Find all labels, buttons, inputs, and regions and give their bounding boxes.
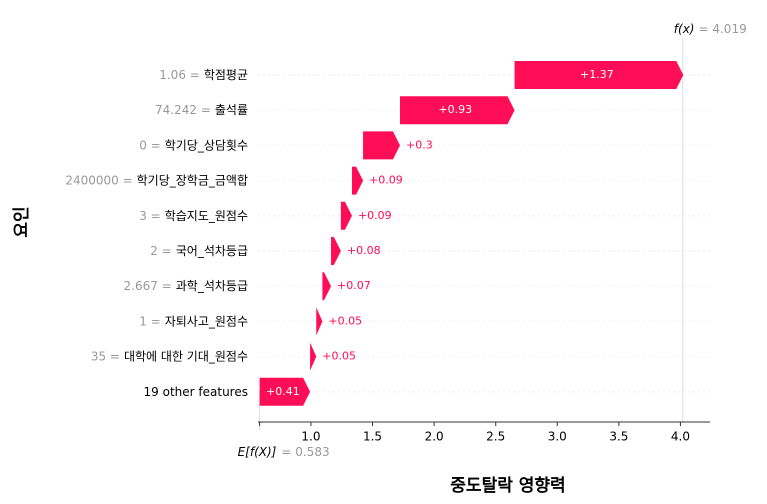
value-label: +1.37 [580, 68, 614, 81]
bar [310, 342, 317, 371]
y-tick-label: 3 = 학습지도_원점수 [139, 208, 248, 222]
bar [340, 201, 352, 230]
feature-name: 국어_석차등급 [176, 244, 248, 258]
feature-value: 2.667 = [124, 279, 172, 293]
value-label: +0.09 [358, 209, 392, 222]
x-tick-label: 2.5 [486, 430, 505, 444]
value-label: +0.41 [266, 385, 300, 398]
bar [351, 166, 364, 195]
value-label: +0.08 [347, 244, 381, 257]
feature-name: 대학에 대한 기대_원점수 [124, 349, 248, 363]
feature-value: 2 = [150, 244, 172, 258]
feature-name: 출석률 [215, 103, 248, 117]
bar [514, 61, 684, 89]
y-tick-label: 2 = 국어_석차등급 [150, 244, 248, 258]
feature-name: 학기당_상담횟수 [165, 138, 248, 152]
value-label: +0.05 [328, 314, 362, 327]
x-tick-label: 4.0 [671, 430, 690, 444]
x-tick-label: 1.5 [363, 430, 382, 444]
output-name: f(x) [674, 22, 695, 36]
x-tick-label: 2.0 [425, 430, 444, 444]
feature-value: 2400000 = [65, 173, 132, 187]
y-tick-label: 19 other features [144, 384, 248, 398]
x-tick-label: 1.0 [301, 430, 320, 444]
value-label: +0.09 [369, 174, 403, 187]
feature-name: 학습지도_원점수 [165, 208, 248, 222]
bar [322, 272, 332, 301]
y-tick-label: 2.667 = 과학_석차등급 [124, 279, 248, 293]
feature-value: 0 = [139, 138, 161, 152]
bar [331, 237, 341, 265]
value-label: +0.07 [337, 279, 371, 292]
base-label: E[f(X)] = 0.583 [238, 445, 330, 459]
feature-value: 3 = [139, 208, 161, 222]
feature-name: 과학_석차등급 [176, 279, 248, 293]
y-axis-label: 요인 [12, 206, 32, 237]
bar [316, 307, 323, 336]
value-label: +0.05 [322, 350, 356, 363]
bar [400, 96, 515, 125]
x-axis-label: 중도탈락 영향력 [450, 475, 565, 496]
output-value: = 4.019 [698, 22, 746, 36]
y-tick-label: 74.242 = 출석률 [155, 103, 248, 117]
base-value: = 0.583 [281, 445, 329, 459]
feature-name: 19 other features [144, 384, 248, 398]
feature-name: 학기당_장학금_금액합 [137, 173, 248, 187]
x-tick-label: 3.5 [609, 430, 628, 444]
y-tick-label: 35 = 대학에 대한 기대_원점수 [91, 349, 248, 363]
feature-value: 1 = [139, 314, 161, 328]
feature-name: 자퇴사고_원점수 [165, 314, 248, 328]
x-tick-label: 3.0 [548, 430, 567, 444]
output-label: f(x) = 4.019 [674, 22, 747, 36]
feature-name: 학점평균 [204, 68, 248, 82]
feature-value: 74.242 = [155, 103, 211, 117]
value-label: +0.3 [406, 138, 433, 151]
feature-value: 1.06 = [159, 68, 200, 82]
base-name: E[f(X)] [238, 445, 277, 459]
y-tick-label: 0 = 학기당_상담횟수 [139, 138, 248, 152]
y-tick-label: 1 = 자퇴사고_원점수 [139, 314, 248, 328]
y-tick-label: 2400000 = 학기당_장학금_금액합 [65, 173, 248, 187]
feature-value: 35 = [91, 349, 120, 363]
bar [363, 131, 401, 160]
bar [259, 377, 311, 406]
y-tick-label: 1.06 = 학점평균 [159, 68, 248, 82]
value-label: +0.93 [438, 103, 472, 116]
